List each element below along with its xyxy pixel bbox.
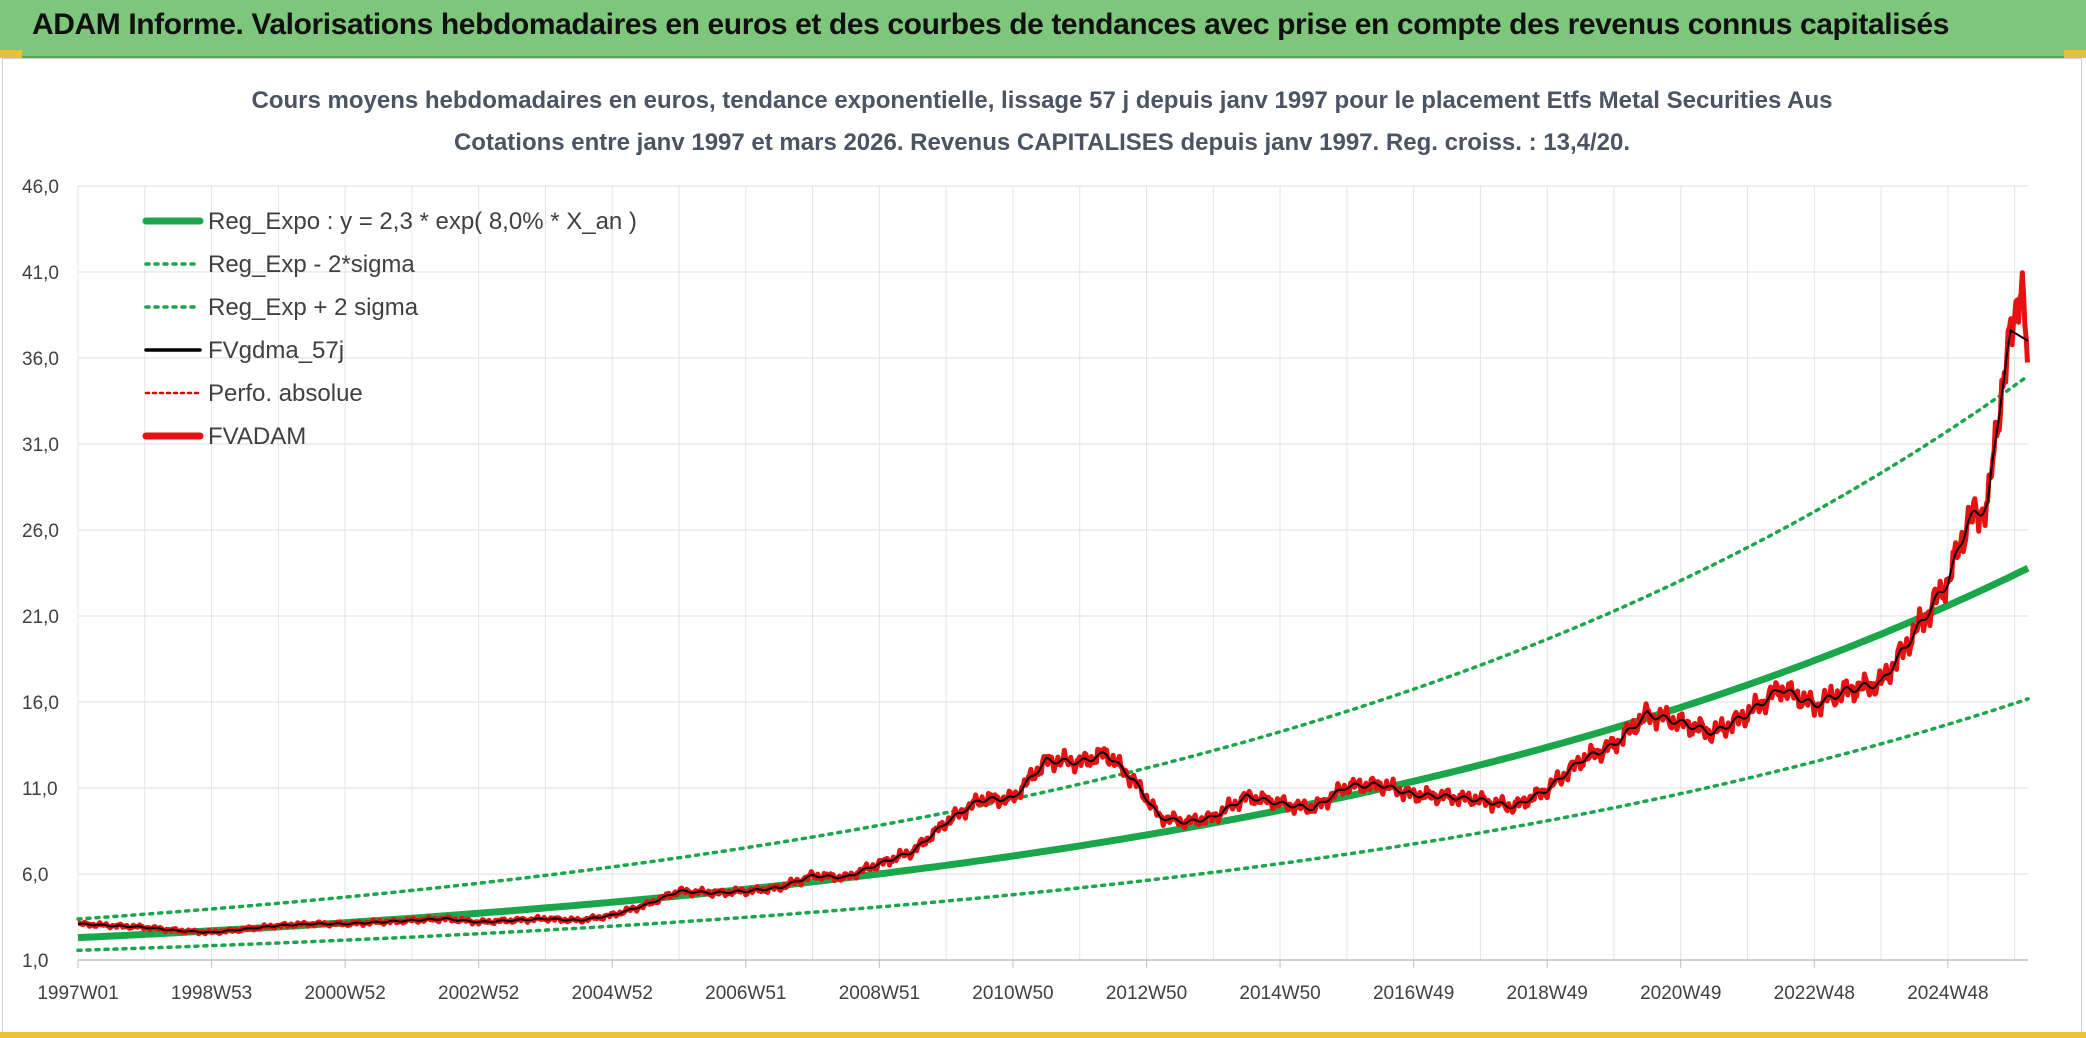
x-tick-label: 2002W52: [438, 983, 519, 1004]
trend-low-line: [76, 697, 2030, 953]
x-tick-label: 2020W49: [1640, 983, 1721, 1004]
trend-line: [77, 565, 2030, 942]
chart-subtitle: Cotations entre janv 1997 et mars 2026. …: [454, 129, 1630, 156]
fvadam-line: [76, 270, 2030, 937]
x-tick-label: 2012W50: [1106, 983, 1187, 1004]
x-tick-label: 1998W53: [171, 983, 252, 1004]
banner-accent-left: [0, 50, 22, 58]
y-tick-label: 36,0: [22, 349, 59, 370]
bottom-accent-bar: [0, 1032, 2086, 1038]
legend-label: Reg_Exp - 2*sigma: [208, 251, 415, 278]
trend-high-line: [76, 374, 2030, 921]
fvgdma-line: [77, 329, 2029, 934]
x-tick-label: 2006W51: [705, 983, 786, 1004]
y-tick-label: 21,0: [22, 607, 59, 628]
chart-legend: Reg_Expo : y = 2,3 * exp( 8,0% * X_an ) R…: [142, 208, 637, 450]
chart-series: [76, 270, 2030, 953]
legend-label: Reg_Exp + 2 sigma: [208, 294, 419, 321]
y-axis: 1,0 6,0 11,0 16,0 21,0 26,0 31,0 36,0 41,0 46,0: [22, 177, 59, 972]
y-tick-label: 6,0: [22, 865, 48, 886]
x-tick-label: 2010W50: [972, 983, 1053, 1004]
x-axis: 1997W01 1998W53 2000W52 2002W52 2004W52 2006W…: [37, 959, 2028, 1004]
x-tick-label: 2016W49: [1373, 983, 1454, 1004]
y-tick-label: 16,0: [22, 693, 59, 714]
legend-label: FVADAM: [208, 423, 306, 450]
y-tick-label: 31,0: [22, 435, 59, 456]
x-tick-label: 2024W48: [1907, 983, 1988, 1004]
legend-label: Reg_Expo : y = 2,3 * exp( 8,0% * X_an ): [208, 208, 637, 235]
chart-title: Cours moyens hebdomadaires en euros, ten…: [252, 87, 1833, 114]
x-tick-label: 2018W49: [1507, 983, 1588, 1004]
x-tick-label: 2004W52: [572, 983, 653, 1004]
x-tick-label: 1997W01: [37, 983, 118, 1004]
x-tick-label: 2008W51: [839, 983, 920, 1004]
x-tick-label: 2022W48: [1774, 983, 1855, 1004]
y-tick-label: 41,0: [22, 263, 59, 284]
report-banner: ADAM Informe. Valorisations hebdomadaire…: [0, 0, 2086, 58]
x-tick-label: 2014W50: [1239, 983, 1320, 1004]
y-tick-label: 11,0: [22, 779, 58, 800]
x-tick-label: 2000W52: [304, 983, 385, 1004]
y-tick-label: 1,0: [22, 951, 48, 972]
legend-label: Perfo. absolue: [208, 380, 363, 407]
report-title: ADAM Informe. Valorisations hebdomadaire…: [32, 8, 1949, 41]
y-tick-label: 46,0: [22, 177, 59, 198]
y-tick-label: 26,0: [22, 521, 59, 542]
legend-label: FVgdma_57j: [208, 337, 344, 364]
banner-accent-right: [2064, 50, 2086, 58]
